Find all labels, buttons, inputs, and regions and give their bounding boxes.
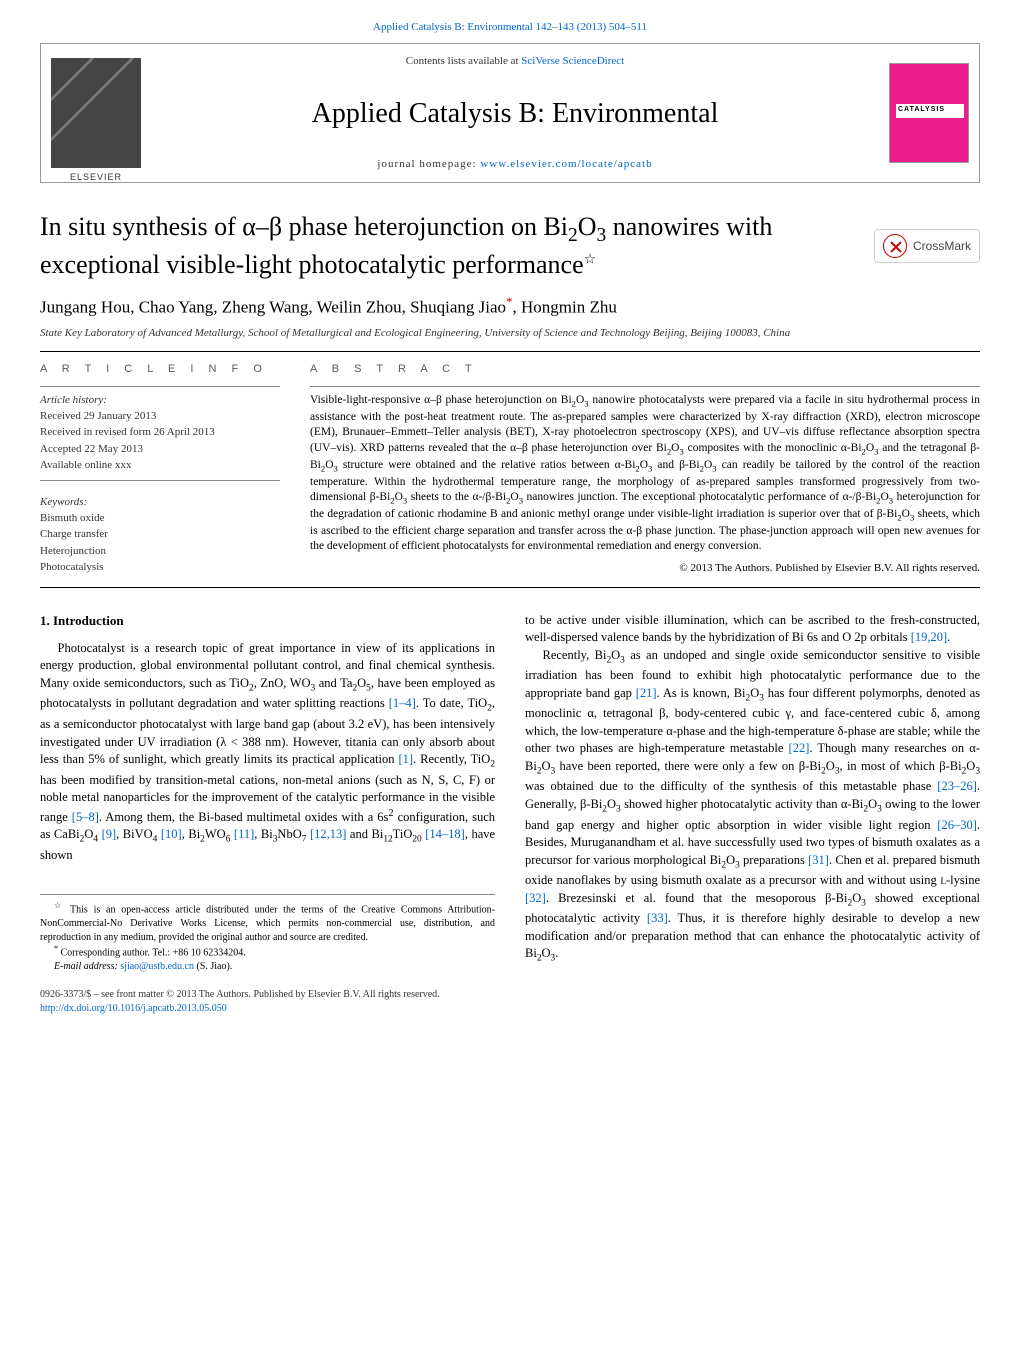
- email-footnote: E-mail address: sjiao@ustb.edu.cn (S. Ji…: [40, 960, 495, 974]
- journal-header-box: Contents lists available at SciVerse Sci…: [40, 43, 980, 183]
- crossmark-badge[interactable]: CrossMark: [874, 229, 980, 263]
- info-abstract-row: A R T I C L E I N F O Article history: R…: [40, 362, 980, 576]
- footnotes-block: ☆ This is an open-access article distrib…: [40, 894, 495, 973]
- history-revised: Received in revised form 26 April 2013: [40, 425, 280, 440]
- rule-below-abstract: [40, 587, 980, 588]
- crossmark-icon: [883, 234, 907, 258]
- info-rule-1: [40, 386, 280, 387]
- keywords-block: Keywords: Bismuth oxide Charge transfer …: [40, 495, 280, 576]
- contents-available-line: Contents lists available at SciVerse Sci…: [406, 54, 624, 69]
- intro-paragraph-1: Photocatalyst is a research topic of gre…: [40, 640, 495, 865]
- title-footnote-star: ☆: [584, 252, 597, 267]
- top-citation-link[interactable]: Applied Catalysis B: Environmental 142–1…: [373, 21, 647, 33]
- abstract-heading: A B S T R A C T: [310, 362, 980, 377]
- cover-wrap: [879, 44, 979, 182]
- publisher-logo-wrap: [41, 44, 151, 182]
- history-online: Available online xxx: [40, 458, 280, 473]
- sciencedirect-link[interactable]: SciVerse ScienceDirect: [521, 55, 624, 67]
- keywords-label: Keywords:: [40, 495, 280, 510]
- abstract-copyright: © 2013 The Authors. Published by Elsevie…: [310, 561, 980, 576]
- open-access-footnote: ☆ This is an open-access article distrib…: [40, 901, 495, 944]
- article-title: In situ synthesis of α–β phase heterojun…: [40, 211, 854, 281]
- contents-prefix: Contents lists available at: [406, 55, 521, 67]
- keyword-1: Charge transfer: [40, 527, 280, 542]
- body-column-right: to be active under visible illumination,…: [525, 612, 980, 974]
- article-info-heading: A R T I C L E I N F O: [40, 362, 280, 377]
- article-history-block: Article history: Received 29 January 201…: [40, 393, 280, 474]
- header-center: Contents lists available at SciVerse Sci…: [151, 44, 879, 182]
- section-heading-intro: 1. Introduction: [40, 612, 495, 630]
- history-accepted: Accepted 22 May 2013: [40, 442, 280, 457]
- homepage-line: journal homepage: www.elsevier.com/locat…: [377, 157, 652, 172]
- body-columns: 1. Introduction Photocatalyst is a resea…: [40, 612, 980, 974]
- email-suffix: (S. Jiao).: [194, 961, 232, 972]
- doi-link[interactable]: http://dx.doi.org/10.1016/j.apcatb.2013.…: [40, 1003, 227, 1014]
- abstract-rule: [310, 386, 980, 387]
- keyword-3: Photocatalysis: [40, 560, 280, 575]
- corresponding-author-footnote: * Corresponding author. Tel.: +86 10 623…: [40, 944, 495, 960]
- intro-paragraph-2b: Recently, Bi2O3 as an undoped and single…: [525, 647, 980, 966]
- rule-above-info: [40, 351, 980, 352]
- elsevier-logo[interactable]: [51, 58, 141, 168]
- intro-paragraph-2a: to be active under visible illumination,…: [525, 612, 980, 647]
- open-access-text: This is an open-access article distribut…: [40, 905, 495, 943]
- journal-cover-thumbnail[interactable]: [889, 63, 969, 163]
- journal-title: Applied Catalysis B: Environmental: [312, 94, 719, 133]
- issn-copyright-line: 0926-3373/$ – see front matter © 2013 Th…: [40, 988, 980, 1002]
- crossmark-label: CrossMark: [913, 238, 971, 255]
- top-citation: Applied Catalysis B: Environmental 142–1…: [40, 20, 980, 35]
- abstract-column: A B S T R A C T Visible-light-responsive…: [310, 362, 980, 576]
- corresponding-text: Corresponding author. Tel.: +86 10 62334…: [61, 948, 246, 959]
- keyword-2: Heterojunction: [40, 544, 280, 559]
- footnote-asterisk-icon: *: [54, 944, 58, 953]
- email-label: E-mail address:: [54, 961, 120, 972]
- title-row: In situ synthesis of α–β phase heterojun…: [40, 211, 980, 281]
- info-rule-2: [40, 480, 280, 481]
- footnote-star-icon: ☆: [54, 901, 64, 910]
- journal-homepage-link[interactable]: www.elsevier.com/locate/apcatb: [480, 158, 652, 170]
- history-label: Article history:: [40, 393, 280, 408]
- history-received: Received 29 January 2013: [40, 409, 280, 424]
- body-column-left: 1. Introduction Photocatalyst is a resea…: [40, 612, 495, 974]
- corresponding-email-link[interactable]: sjiao@ustb.edu.cn: [120, 961, 194, 972]
- homepage-prefix: journal homepage:: [377, 158, 480, 170]
- authors-line: Jungang Hou, Chao Yang, Zheng Wang, Weil…: [40, 293, 980, 319]
- affiliation: State Key Laboratory of Advanced Metallu…: [40, 326, 980, 341]
- abstract-text: Visible-light-responsive α–β phase heter…: [310, 393, 980, 555]
- article-info-column: A R T I C L E I N F O Article history: R…: [40, 362, 280, 576]
- keyword-0: Bismuth oxide: [40, 511, 280, 526]
- footer-block: 0926-3373/$ – see front matter © 2013 Th…: [40, 988, 980, 1016]
- title-text: In situ synthesis of α–β phase heterojun…: [40, 212, 772, 279]
